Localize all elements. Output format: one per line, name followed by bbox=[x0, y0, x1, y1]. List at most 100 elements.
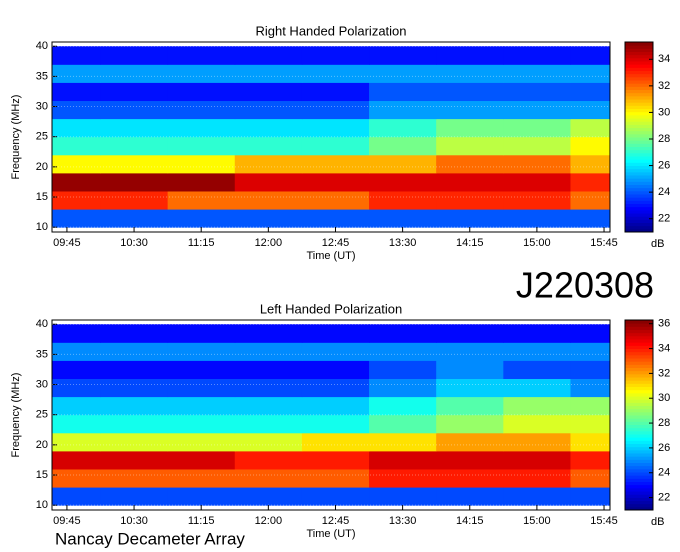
heatmap-cell bbox=[436, 468, 504, 488]
heatmap-cell bbox=[570, 432, 610, 452]
colorbar-tick-label: 34 bbox=[658, 342, 670, 354]
y-tick-label: 15 bbox=[36, 469, 48, 481]
y-tick-label: 10 bbox=[36, 221, 48, 233]
colorbar-step bbox=[625, 92, 653, 97]
colorbar-tick-label: 28 bbox=[658, 133, 670, 145]
colorbar-step bbox=[625, 472, 653, 476]
colorbar-tick-label: 32 bbox=[658, 367, 670, 379]
heatmap-cell bbox=[503, 172, 571, 192]
colorbar-step bbox=[625, 133, 653, 138]
colorbar-step bbox=[625, 491, 653, 495]
heatmap-cell bbox=[301, 46, 370, 65]
heatmap-cell bbox=[301, 468, 370, 488]
heatmap-cell bbox=[52, 154, 101, 174]
colorbar-step bbox=[625, 358, 653, 362]
y-tick-label: 25 bbox=[36, 131, 48, 143]
y-tick-label: 40 bbox=[36, 40, 48, 52]
heatmap-cell bbox=[436, 118, 504, 138]
heatmap-cell bbox=[570, 324, 610, 343]
x-tick-label: 13:30 bbox=[389, 515, 417, 527]
colorbar-step bbox=[625, 411, 653, 416]
heatmap-cell bbox=[234, 82, 303, 102]
heatmap-cell bbox=[301, 64, 370, 83]
heatmap-cell bbox=[570, 450, 610, 470]
colorbar-step bbox=[625, 64, 653, 68]
colorbar-step bbox=[625, 329, 653, 334]
colorbar-step bbox=[625, 194, 653, 198]
heatmap-cell bbox=[369, 136, 437, 156]
heatmap-cell bbox=[234, 324, 303, 343]
y-tick-label: 30 bbox=[36, 378, 48, 390]
heatmap-cell bbox=[100, 82, 169, 102]
heatmap-cell bbox=[52, 46, 101, 65]
heatmap-cell bbox=[301, 487, 370, 506]
colorbar-step bbox=[625, 162, 653, 166]
heatmap-cell bbox=[52, 378, 101, 398]
colorbar-step bbox=[625, 320, 653, 324]
heatmap-cell bbox=[369, 172, 437, 192]
colorbar-step bbox=[625, 137, 653, 141]
colorbar-tick-label: 26 bbox=[658, 442, 670, 454]
heatmap-cell bbox=[301, 172, 370, 192]
colorbar-step bbox=[625, 168, 653, 173]
heatmap-cell bbox=[436, 209, 504, 228]
colorbar-step bbox=[625, 392, 653, 397]
heatmap-cell bbox=[167, 209, 236, 228]
heatmap-cell bbox=[503, 414, 571, 434]
colorbar-step bbox=[625, 348, 653, 353]
colorbar-step bbox=[625, 484, 653, 489]
colorbar-tick-label: 22 bbox=[658, 491, 670, 503]
colorbar-step bbox=[625, 351, 653, 356]
heatmap-cell bbox=[100, 432, 169, 452]
heatmap-cell bbox=[301, 82, 370, 102]
colorbar-tick-label: 24 bbox=[658, 186, 670, 198]
colorbar-step bbox=[625, 427, 653, 432]
colorbar-step bbox=[625, 503, 653, 508]
x-tick-label: 14:15 bbox=[456, 515, 484, 527]
x-tick-label: 13:30 bbox=[389, 237, 417, 249]
colorbar-step bbox=[625, 184, 653, 189]
heatmap-cell bbox=[301, 432, 370, 452]
heatmap-cell bbox=[301, 414, 370, 434]
x-tick-label: 09:45 bbox=[53, 515, 81, 527]
heatmap-cell bbox=[52, 468, 101, 488]
chart-title: Left Handed Polarization bbox=[260, 301, 402, 316]
heatmap-cell bbox=[52, 432, 101, 452]
heatmap-cell bbox=[52, 118, 101, 138]
colorbar-step bbox=[625, 61, 653, 65]
colorbar-step bbox=[625, 222, 653, 227]
heatmap-cell bbox=[234, 136, 303, 156]
heatmap-cell bbox=[436, 82, 504, 102]
heatmap-cell bbox=[234, 432, 303, 452]
heatmap-cell bbox=[369, 324, 437, 343]
y-tick-label: 10 bbox=[36, 499, 48, 511]
colorbar-step bbox=[625, 228, 653, 233]
colorbar-label: dB bbox=[651, 238, 664, 250]
y-axis-label: Frequency (MHz) bbox=[10, 95, 22, 180]
colorbar-step bbox=[625, 190, 653, 195]
heatmap-cell bbox=[436, 136, 504, 156]
heatmap-cell bbox=[369, 100, 437, 120]
colorbar-step bbox=[625, 121, 653, 125]
heatmap-cells bbox=[52, 324, 610, 506]
heatmap-cell bbox=[369, 82, 437, 102]
colorbar-step bbox=[625, 99, 653, 103]
heatmap-cell bbox=[52, 64, 101, 83]
heatmap-cell bbox=[234, 154, 303, 174]
colorbar-step bbox=[625, 86, 653, 90]
heatmap-cell bbox=[570, 342, 610, 361]
colorbar-step bbox=[625, 187, 653, 192]
heatmap-cell bbox=[234, 414, 303, 434]
heatmap-cell bbox=[52, 450, 101, 470]
heatmap-cell bbox=[167, 432, 236, 452]
heatmap-cell bbox=[503, 342, 571, 361]
colorbar-step bbox=[625, 159, 653, 163]
colorbar-step bbox=[625, 42, 653, 46]
colorbar-step bbox=[625, 51, 653, 56]
colorbar-step bbox=[625, 70, 653, 75]
colorbar-step bbox=[625, 149, 653, 154]
heatmap-cell bbox=[234, 64, 303, 83]
heatmap-cell bbox=[301, 324, 370, 343]
colorbar-step bbox=[625, 446, 653, 451]
heatmap-cell bbox=[100, 414, 169, 434]
